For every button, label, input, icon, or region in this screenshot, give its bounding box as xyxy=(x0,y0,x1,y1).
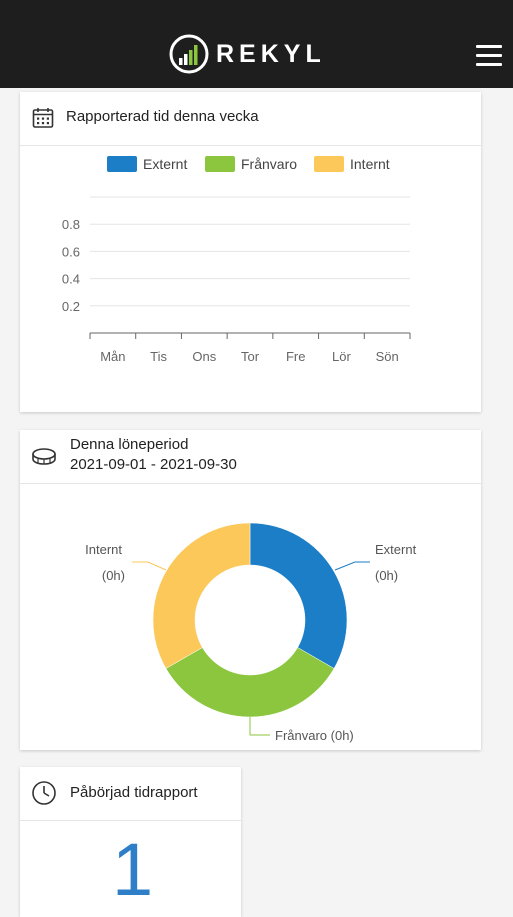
x-tick-label: Tis xyxy=(150,349,167,364)
pay-period-donut-chart: Externt (0h) Internt (0h) Frånvaro (0h) xyxy=(85,522,417,743)
x-tick-label: Mån xyxy=(100,349,125,364)
donut-slice-frånvaro xyxy=(165,647,335,718)
legend-swatch-internt xyxy=(314,156,344,172)
coin-icon xyxy=(32,448,56,465)
x-tick-label: Tor xyxy=(241,349,260,364)
legend-swatch-franvaro xyxy=(205,156,235,172)
top-bar: REKYL xyxy=(0,0,513,88)
donut-slice-externt xyxy=(249,522,348,669)
donut-label-internt-value: (0h) xyxy=(102,568,125,583)
legend-label-franvaro: Frånvaro xyxy=(241,156,298,172)
calendar-icon xyxy=(32,108,54,128)
x-tick-label: Lör xyxy=(332,349,351,364)
y-tick-label: 0.8 xyxy=(62,217,80,232)
pay-period-card-header: Denna löneperiod 2021-09-01 - 2021-09-30 xyxy=(20,430,481,484)
legend-internt[interactable]: Internt xyxy=(314,156,390,172)
donut-label-externt: Externt xyxy=(375,542,417,557)
donut-slice-internt xyxy=(152,522,251,669)
started-report-count: 1 xyxy=(112,828,154,911)
donut-label-internt: Internt xyxy=(85,542,122,557)
x-tick-label: Ons xyxy=(192,349,216,364)
started-report-card[interactable]: Påbörjad tidrapport 1 xyxy=(20,767,241,917)
label-line-internt xyxy=(132,561,167,571)
pay-period-title: Denna löneperiod xyxy=(70,436,189,453)
legend-externt[interactable]: Externt xyxy=(107,156,187,172)
y-tick-label: 0.2 xyxy=(62,299,80,314)
x-tick-label: Sön xyxy=(376,349,399,364)
donut-label-franvaro: Frånvaro (0h) xyxy=(275,728,354,743)
y-tick-label: 0.4 xyxy=(62,272,80,287)
pay-period-card: Denna löneperiod 2021-09-01 - 2021-09-30… xyxy=(20,430,481,750)
legend-label-externt: Externt xyxy=(143,156,188,172)
weekly-time-card: Rapporterad tid denna vecka Externt Från… xyxy=(20,92,481,412)
logo-text: REKYL xyxy=(216,39,326,68)
legend-label-internt: Internt xyxy=(350,156,390,172)
weekly-bar-chart: 0.2 0.4 0.6 0.8 Mån Tis Ons Tor Fre Lör Sön xyxy=(62,196,411,364)
y-tick-label: 0.6 xyxy=(62,244,80,259)
weekly-time-title: Rapporterad tid denna vecka xyxy=(66,108,259,125)
legend-franvaro[interactable]: Frånvaro xyxy=(205,156,297,172)
hamburger-menu-icon[interactable] xyxy=(474,40,504,70)
weekly-time-card-header: Rapporterad tid denna vecka xyxy=(20,92,481,146)
started-report-card-header: Påbörjad tidrapport xyxy=(20,767,241,821)
label-line-franvaro xyxy=(249,717,270,736)
x-tick-label: Fre xyxy=(286,349,306,364)
rekyl-logo-icon xyxy=(169,34,209,74)
legend-swatch-externt xyxy=(107,156,137,172)
rekyl-logo[interactable]: REKYL xyxy=(168,32,326,76)
pay-period-dates: 2021-09-01 - 2021-09-30 xyxy=(70,456,237,473)
donut-label-externt-value: (0h) xyxy=(375,568,398,583)
label-line-externt xyxy=(334,561,370,571)
started-report-title: Påbörjad tidrapport xyxy=(70,784,198,801)
clock-icon xyxy=(32,781,56,805)
